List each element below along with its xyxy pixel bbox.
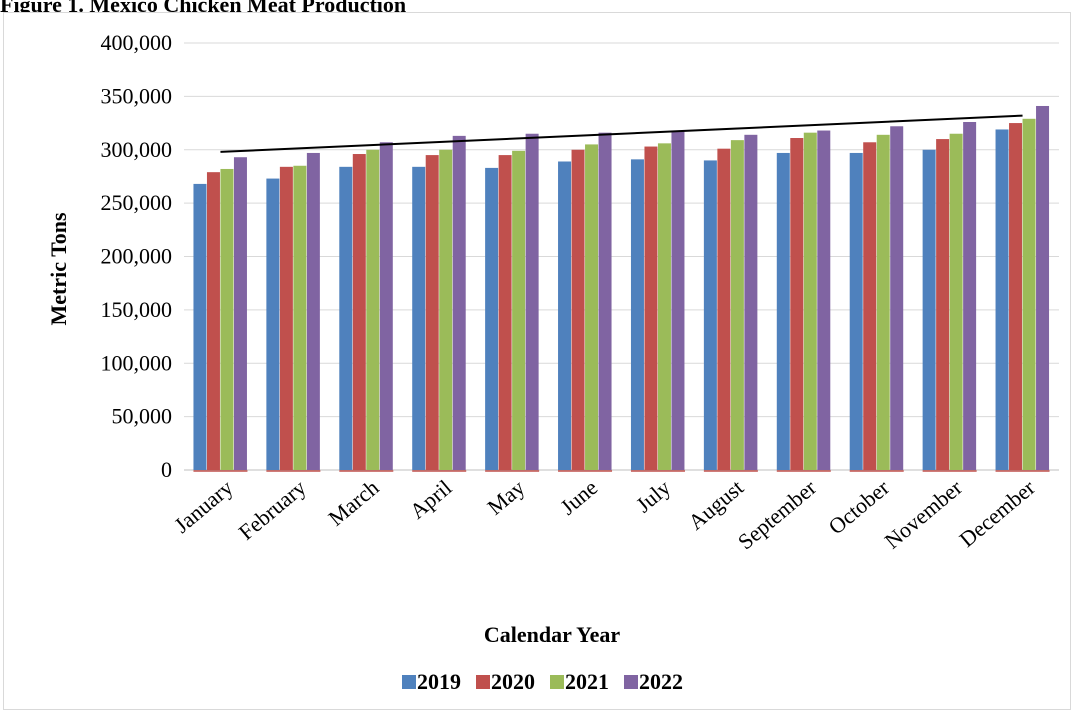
bar-2020-july: [644, 146, 658, 471]
x-axis-title: Calendar Year: [484, 622, 621, 647]
bar-2021-april: [439, 149, 453, 470]
x-tick-label: September: [733, 474, 822, 554]
bar-2019-january: [193, 183, 207, 470]
bar-2021-october: [876, 134, 890, 470]
x-tick-label: July: [631, 475, 675, 518]
trendline: [220, 114, 1023, 153]
bar-2019-july: [630, 159, 644, 471]
bar-2022-september: [817, 130, 831, 470]
y-tick-label: 400,000: [101, 30, 173, 55]
legend-swatch-2020: [476, 675, 490, 689]
bar-2020-november: [936, 139, 950, 470]
bar-2019-september: [776, 152, 790, 470]
bar-2022-may: [525, 133, 539, 471]
bar-2020-march: [352, 154, 366, 470]
bar-2020-october: [863, 142, 877, 470]
x-tick-label: August: [683, 475, 748, 535]
bar-2019-december: [995, 129, 1009, 470]
bar-2020-september: [790, 138, 804, 470]
y-tick-label: 200,000: [101, 244, 173, 269]
bar-2022-april: [452, 135, 466, 470]
x-tick-label: June: [555, 475, 602, 520]
legend: 2019 2020 2021 2022: [402, 669, 683, 694]
bar-2019-february: [266, 178, 280, 470]
legend-label-2021: 2021: [565, 669, 609, 694]
chart-svg: 0 50,000 100,000 150,000 200,000 250,000 300,0…: [46, 30, 1059, 694]
bar-2019-august: [703, 160, 717, 471]
bar-2021-march: [366, 149, 380, 470]
y-tick-label: 150,000: [101, 297, 173, 322]
bar-2022-october: [890, 126, 904, 470]
bar-2021-november: [949, 133, 963, 471]
bar-2021-december: [1022, 118, 1036, 470]
bar-2019-november: [922, 149, 936, 470]
y-axis-title: Metric Tons: [46, 212, 71, 325]
y-tick-label: 50,000: [112, 404, 173, 429]
y-tick-label: 100,000: [101, 350, 173, 375]
y-tick-label: 300,000: [101, 137, 173, 162]
legend-swatch-2021: [550, 675, 564, 689]
bar-2021-september: [803, 132, 817, 471]
bar-2020-april: [425, 155, 439, 470]
bar-2020-december: [1009, 123, 1023, 470]
x-tick-label: November: [880, 474, 968, 553]
bar-2019-march: [339, 166, 353, 470]
bar-2019-june: [558, 161, 572, 470]
bar-2021-july: [657, 143, 671, 470]
legend-label-2020: 2020: [491, 669, 535, 694]
bar-2022-january: [233, 157, 247, 470]
x-tick-label: January: [169, 475, 237, 538]
y-tick-label: 250,000: [101, 190, 173, 215]
legend-swatch-2019: [402, 675, 416, 689]
y-tick-labels: 0 50,000 100,000 150,000 200,000 250,000 300,0…: [101, 30, 173, 482]
gridlines: [184, 42, 1059, 471]
bar-2022-december: [1036, 105, 1050, 471]
bar-2019-may: [485, 167, 499, 470]
bar-2022-june: [598, 132, 612, 471]
x-tick-label: February: [234, 475, 311, 545]
bar-2021-june: [585, 144, 599, 470]
bar-2020-august: [717, 148, 731, 470]
bar-2020-february: [279, 166, 293, 470]
bar-2019-october: [849, 152, 863, 470]
bar-2021-may: [512, 150, 526, 470]
bar-2022-august: [744, 134, 758, 470]
bar-2020-june: [571, 149, 585, 470]
bar-2021-january: [220, 168, 234, 470]
x-tick-label: April: [405, 475, 457, 524]
y-tick-label: 0: [161, 457, 172, 482]
legend-label-2022: 2022: [639, 669, 683, 694]
bar-2021-august: [730, 140, 744, 470]
chart-area: 0 50,000 100,000 150,000 200,000 250,000 300,0…: [3, 12, 1071, 710]
bar-2020-may: [498, 155, 512, 470]
bar-2022-march: [379, 142, 393, 470]
x-tick-label: December: [954, 474, 1040, 552]
bar-2022-november: [963, 121, 977, 471]
bar-2019-april: [412, 166, 426, 470]
bar-2022-july: [671, 130, 685, 470]
legend-label-2019: 2019: [417, 669, 461, 694]
bar-2020-january: [206, 172, 220, 471]
bar-2022-february: [306, 152, 320, 470]
trendline-2022: [220, 114, 1023, 153]
legend-swatch-2022: [624, 675, 638, 689]
x-tick-label: May: [482, 475, 529, 520]
y-tick-label: 350,000: [101, 83, 173, 108]
x-tick-label: March: [323, 475, 383, 531]
bar-2021-february: [293, 165, 307, 470]
bars: [193, 105, 1050, 472]
